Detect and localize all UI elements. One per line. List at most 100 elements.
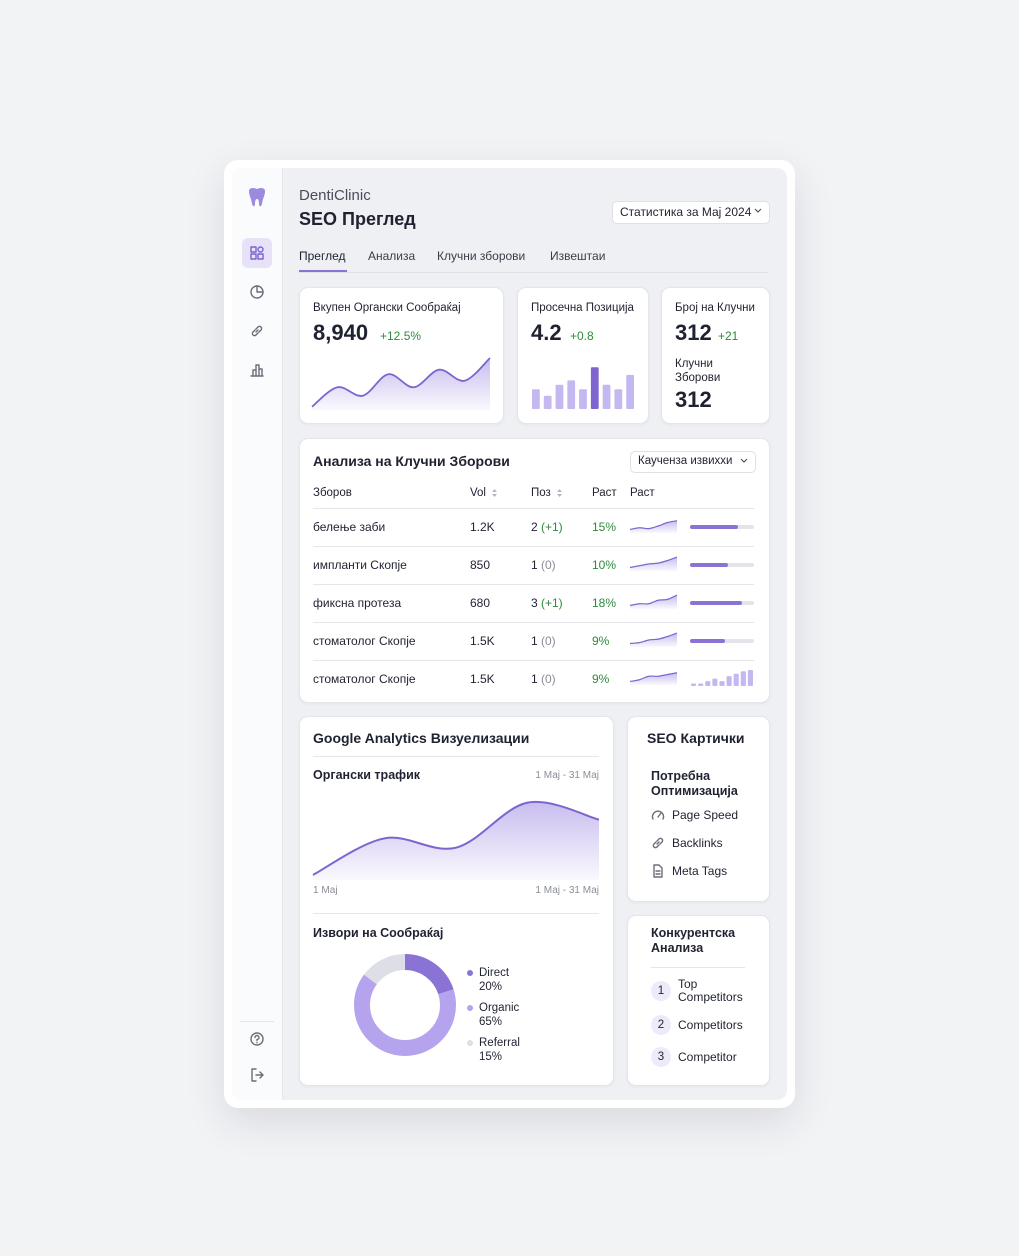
rank-badge: 1 [651,981,671,1001]
position-change: (0) [541,672,556,686]
legend-value: 15% [479,1051,503,1063]
tab[interactable]: Анализа [368,249,416,263]
bar [747,670,753,686]
kpi-change: +0.8 [570,329,594,343]
growth: 10% [592,558,617,572]
kpi-value: 4.2 [531,320,562,345]
growth: 15% [592,520,617,534]
kpi-change: +12.5% [380,329,422,343]
divider [313,756,599,757]
nav-logout[interactable] [250,1068,264,1082]
legend-dot [467,1040,473,1046]
card-title: Google Analytics Визуелизации [313,730,530,746]
bar [740,671,746,686]
seo-item: Backlinks [672,836,723,850]
period-button[interactable] [612,201,770,224]
growth: 9% [592,672,610,686]
nav-help[interactable] [250,1032,264,1046]
bar [705,681,711,686]
growth: 18% [592,596,617,610]
chevron [740,458,748,463]
seo-card [627,716,770,902]
active-tab-underline [299,270,347,272]
mini-bars [691,670,753,686]
row-divider [313,546,754,547]
legend-dot [467,1005,473,1011]
sparkline [629,632,678,647]
row-divider [313,508,754,509]
bar [698,683,704,686]
bar [733,673,739,686]
row-divider [313,584,754,585]
column-header: Поз [531,487,551,499]
trend-line [629,632,678,645]
keyword: стоматолог Скопје [313,672,416,686]
position: 1 [531,558,538,572]
legend-value: 20% [479,981,503,993]
kpi-trend-chart [311,357,491,410]
divider [313,913,599,914]
legend-name: Direct [479,967,510,979]
x-end-label: 1 Мај - 31 Мај [535,885,599,896]
tab[interactable]: Извештаи [550,249,606,263]
trend-line [312,800,600,876]
logo [249,187,265,207]
progress-bar [690,563,729,567]
column-header: Раст [592,487,617,499]
progress-bar [690,639,726,643]
column-header: Vol [470,487,486,499]
kpi-bar-chart [532,367,634,409]
bar [579,389,587,409]
rank-badge: 2 [651,1015,671,1035]
column-header: Раст [630,487,655,499]
tab[interactable]: Преглед [299,249,346,263]
doc-icon [653,864,663,878]
bar [590,367,599,409]
trend-line [629,594,678,607]
kpi-change: +21 [718,329,739,343]
competitor-card [627,915,770,1086]
sparkline [629,520,678,533]
bar [691,683,697,686]
donut-segment [354,954,456,1056]
period-button-label: Статистика за Мај 2024 [620,205,752,219]
seo-item: Page Speed [672,808,739,822]
link-icon [652,837,664,849]
tabs-divider [299,272,768,273]
volume: 850 [470,558,491,572]
bar [543,395,552,409]
nav-dashboard[interactable] [250,246,264,260]
keyword: белење заби [313,520,386,534]
sources-donut [354,954,456,1056]
nav-reports[interactable] [250,285,264,299]
tab[interactable]: Клучни зборови [437,249,526,263]
growth: 9% [592,634,610,648]
legend-dot [467,970,473,976]
legend-name: Referral [479,1037,520,1049]
kpi-label: Вкупен Органски Сообраќај [313,302,461,314]
kpi-value: 8,940 [313,320,369,345]
area-fill [630,595,677,609]
position-change: (+1) [541,520,563,534]
sort-icon[interactable] [556,488,563,498]
card-title: SEO Картички [647,730,745,746]
sidebar-divider [240,1021,274,1022]
competitor-label: Competitor [678,1049,737,1064]
position: 1 [531,672,538,686]
filter-button[interactable] [630,451,756,473]
analytics-card [299,716,614,1086]
trend-line [311,357,491,408]
nav-links[interactable] [250,324,264,338]
position: 2 [531,520,538,534]
card-title: Анализа на Клучни Зборови [313,453,510,469]
nav-analytics[interactable] [250,363,264,377]
card-title: Конкурентска Анализа [651,926,736,955]
sort-icon[interactable] [491,488,498,498]
kpi-label: Просечна Позиција [531,302,634,314]
column-header: Зборов [313,487,352,499]
bar [532,389,540,409]
trend-line [629,520,678,531]
volume: 680 [470,596,491,610]
sidebar [232,168,283,1100]
